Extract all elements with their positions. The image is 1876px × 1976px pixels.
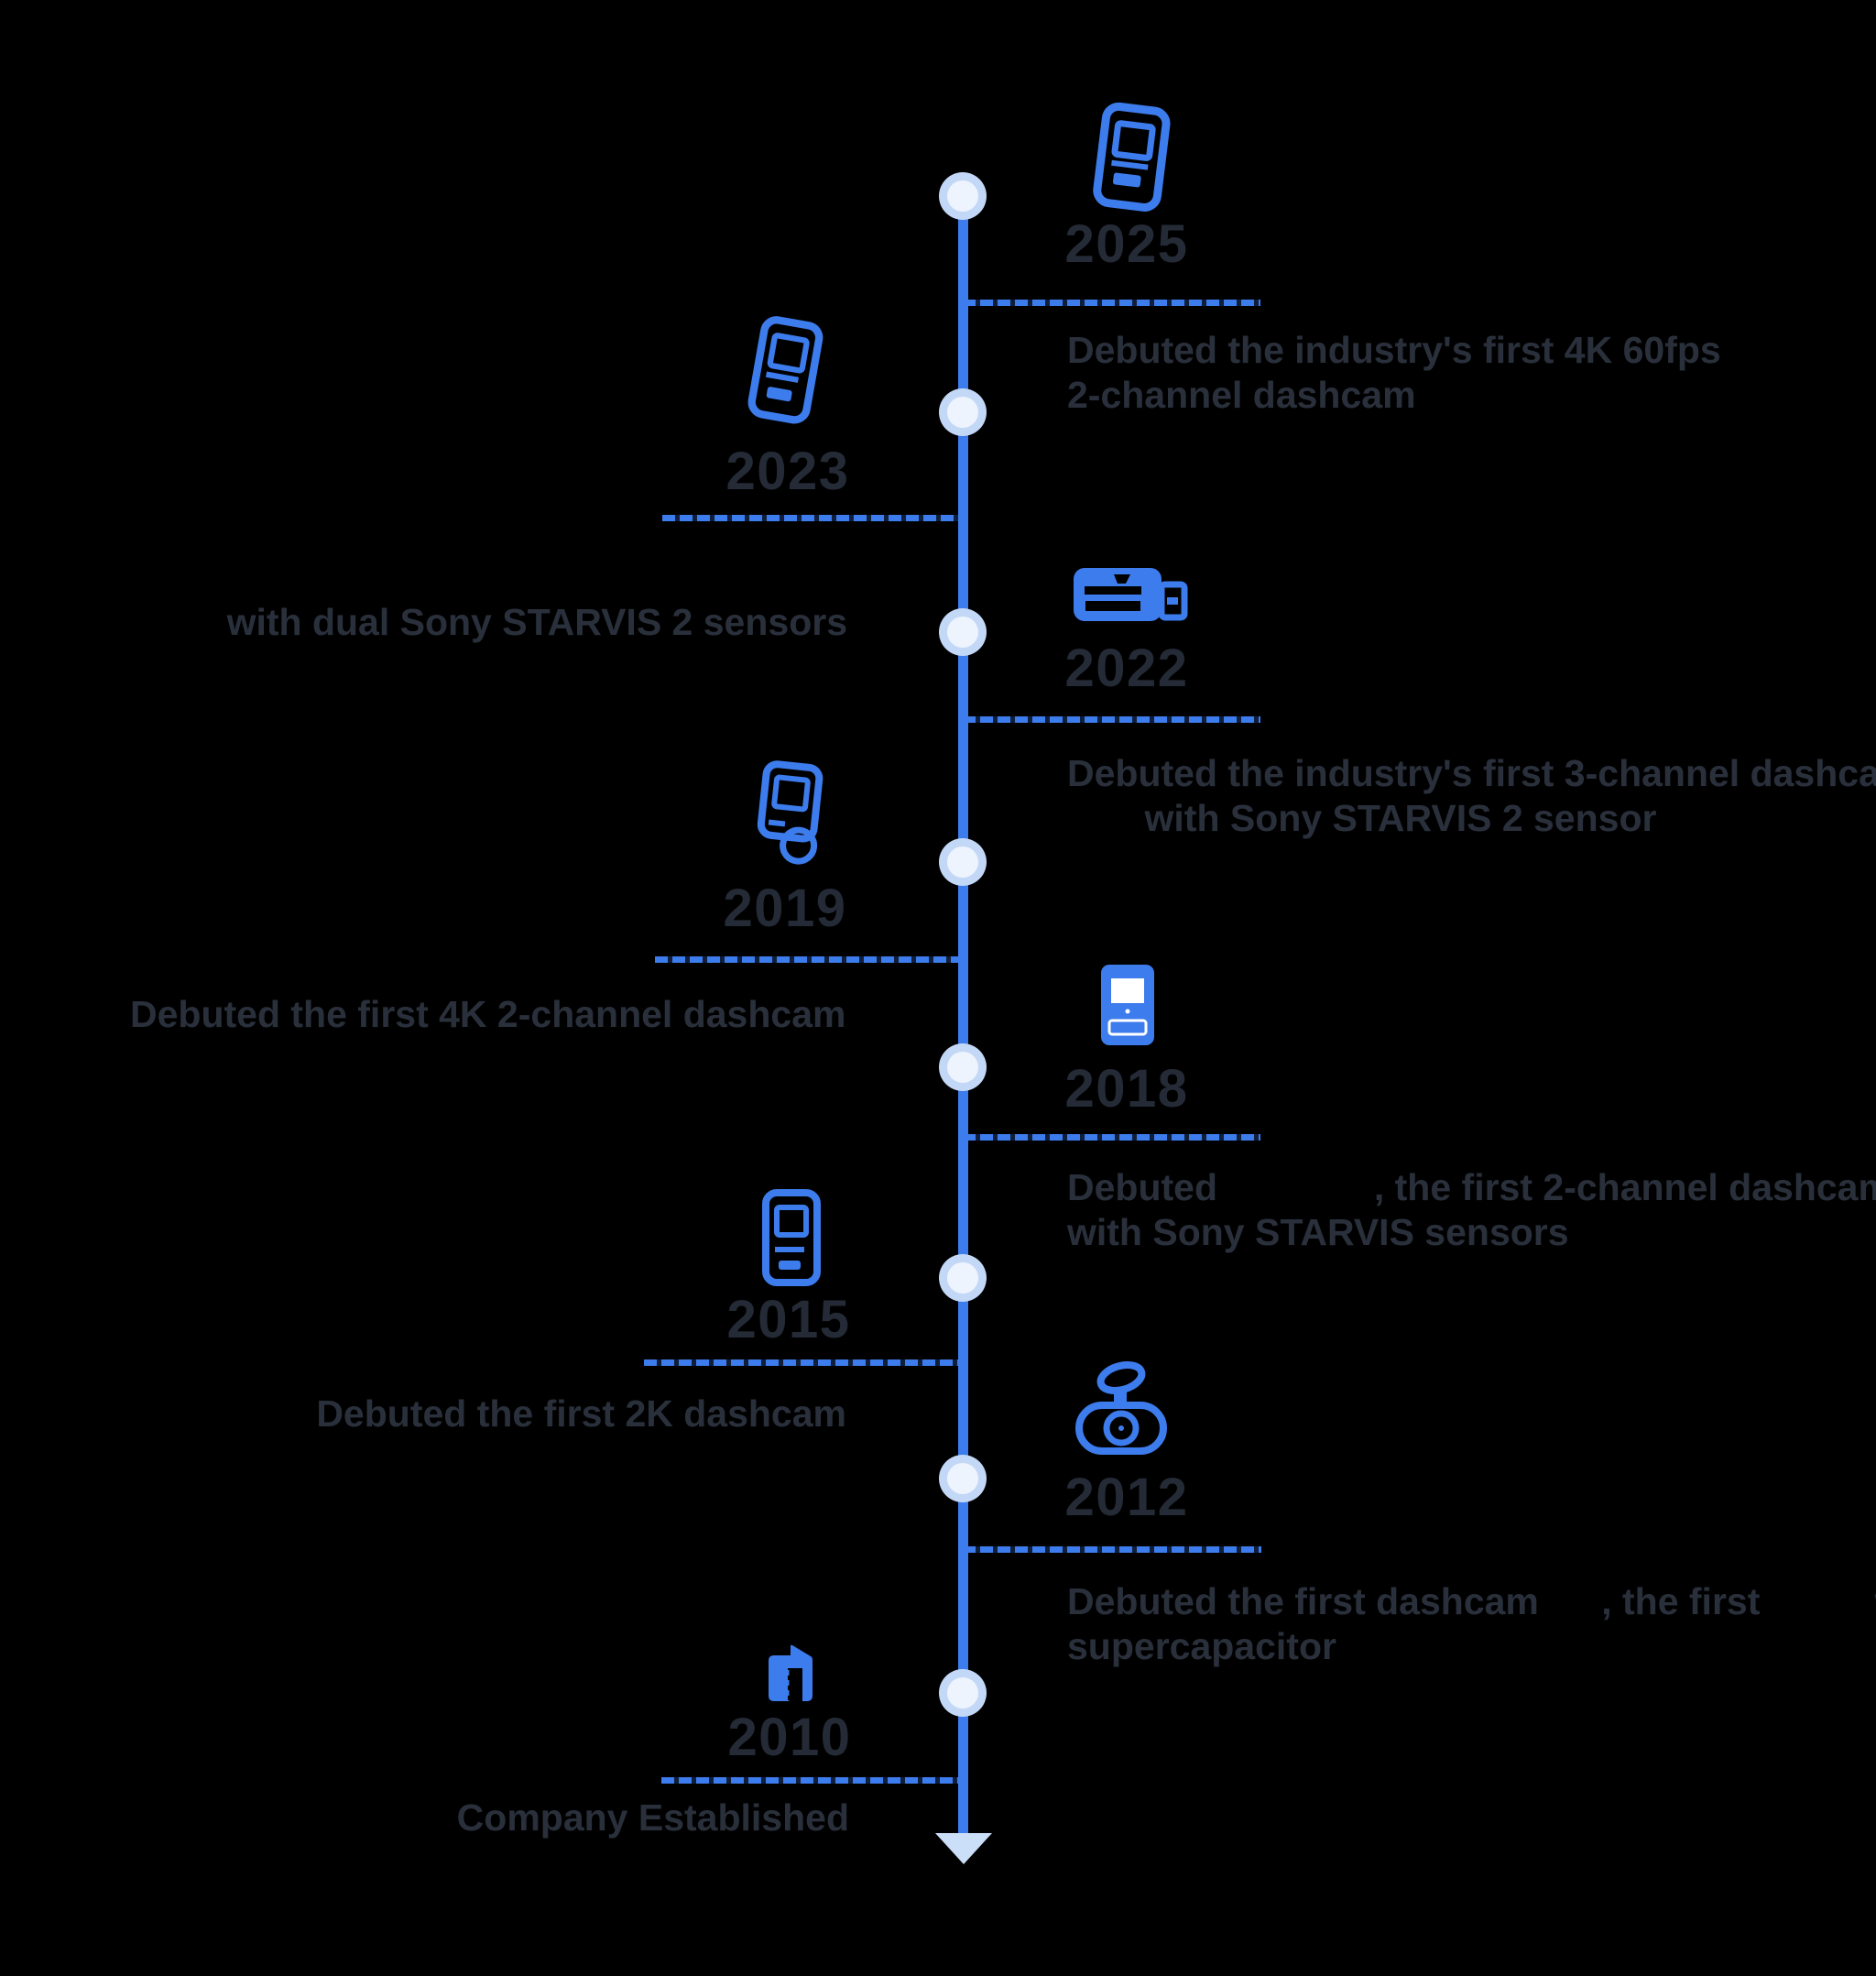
milestone-line: Debuted the first 2K dashcam	[316, 1392, 846, 1435]
timeline-arrow-down-icon	[935, 1833, 992, 1864]
year-label-2018: 2018	[1064, 1059, 1189, 1119]
timeline-node-2019	[939, 838, 987, 886]
node-core	[947, 397, 978, 428]
connector-line-2019	[655, 956, 963, 963]
timeline-node-2018	[939, 1043, 987, 1091]
timeline-node-2015	[939, 1254, 987, 1302]
milestone-line: Debuted the industry's first 4K 60fps	[1067, 329, 1721, 371]
timeline-axis	[958, 196, 968, 1843]
milestone-text-2012: Debuted the first dashcam , the first wi…	[1067, 1579, 1876, 1669]
milestone-line: 2-channel dashcam	[1067, 374, 1416, 416]
milestone-line: supercapacitor	[1067, 1625, 1336, 1667]
connector-line-2022	[963, 716, 1260, 723]
milestone-line: with dual Sony STARVIS 2 sensors	[226, 601, 847, 643]
milestone-line: Debuted , the first 2-channel dashcam	[1067, 1166, 1876, 1208]
milestone-text-2023: with dual Sony STARVIS 2 sensors	[206, 555, 847, 645]
node-core	[947, 1052, 978, 1083]
milestone-text-2010: Company Established	[208, 1796, 849, 1840]
company-building-icon	[769, 1644, 813, 1701]
dashcam-3-channel-icon	[1074, 568, 1188, 621]
timeline-node-2010	[939, 1669, 987, 1717]
year-label-2023: 2023	[725, 442, 850, 501]
connector-line-2012	[963, 1546, 1261, 1553]
connector-line-2010	[661, 1777, 963, 1784]
node-core	[947, 1677, 978, 1709]
milestone-line: Debuted the first 4K 2-channel dashcam	[130, 993, 846, 1035]
dashcam-dual-starvis2-icon	[747, 316, 823, 424]
year-label-2010: 2010	[727, 1708, 852, 1767]
year-label-2022: 2022	[1064, 639, 1189, 698]
milestone-line: Debuted the industry's first 3-channel d…	[1067, 752, 1876, 794]
connector-line-2015	[644, 1359, 963, 1366]
connector-line-2023	[662, 515, 963, 521]
milestone-line	[206, 555, 847, 600]
milestone-line: with Sony STARVIS 2 sensor	[1144, 797, 1657, 839]
timeline-node-2012	[939, 1455, 987, 1502]
node-core	[947, 1463, 978, 1494]
node-core	[947, 846, 978, 878]
dashcam-4k-60fps-icon	[1093, 102, 1171, 212]
milestone-line: with Sony STARVIS sensors	[1067, 1211, 1569, 1253]
year-label-2015: 2015	[726, 1290, 851, 1349]
node-core	[947, 1262, 978, 1294]
year-label-2019: 2019	[723, 879, 847, 938]
connector-line-2025	[963, 300, 1260, 306]
milestone-line: Company Established	[456, 1796, 849, 1839]
milestone-text-2022: Debuted the industry's first 3-channel d…	[1067, 751, 1876, 841]
milestone-text-2018: Debuted , the first 2-channel dashcam wi…	[1067, 1165, 1876, 1255]
dashcam-2k-icon	[762, 1189, 821, 1286]
milestone-text-2015: Debuted the first 2K dashcam	[205, 1392, 846, 1436]
milestone-line: Debuted the first dashcam , the first wi…	[1067, 1580, 1876, 1622]
node-core	[947, 617, 978, 648]
dashcam-4k-2channel-icon	[757, 760, 823, 865]
timeline-node-2025	[939, 172, 987, 220]
milestone-text-2025: Debuted the industry's first 4K 60fps 2-…	[1067, 328, 1837, 418]
year-label-2025: 2025	[1064, 214, 1189, 274]
dashcam-supercapacitor-icon	[1075, 1360, 1167, 1455]
milestone-text-2019: Debuted the first 4K 2-channel dashcam	[130, 992, 846, 1037]
timeline-node-2022	[939, 608, 987, 656]
dashcam-2channel-starvis-icon	[1101, 965, 1154, 1045]
connector-line-2018	[963, 1134, 1260, 1141]
node-core	[947, 180, 978, 212]
timeline-node-2023	[939, 388, 987, 436]
year-label-2012: 2012	[1064, 1468, 1189, 1527]
